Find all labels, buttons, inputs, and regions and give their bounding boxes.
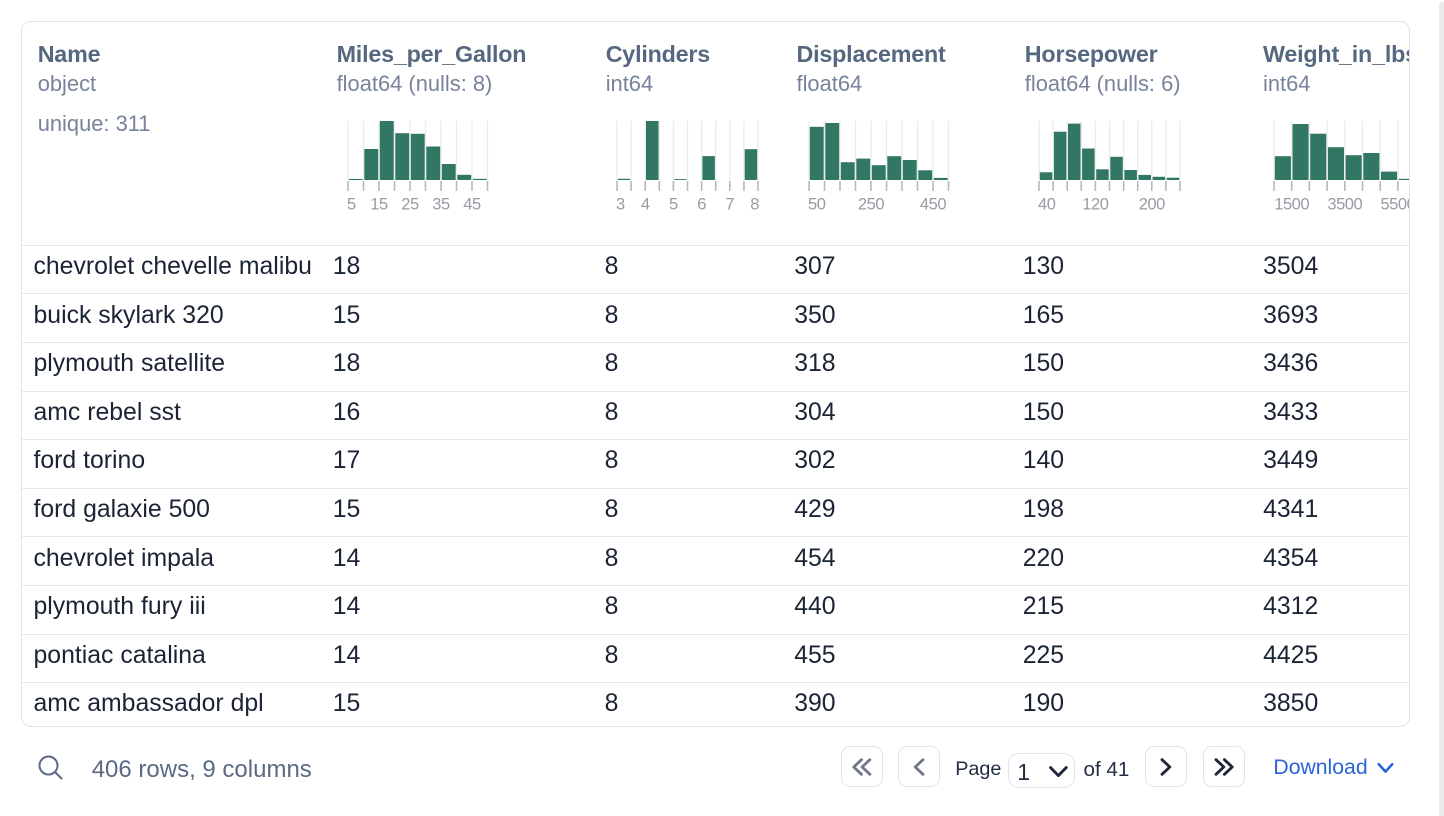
svg-text:120: 120 xyxy=(1082,195,1108,213)
svg-text:5: 5 xyxy=(347,195,356,213)
svg-text:15: 15 xyxy=(371,195,389,213)
svg-text:1500: 1500 xyxy=(1274,195,1309,213)
svg-text:200: 200 xyxy=(1139,195,1165,213)
svg-text:3500: 3500 xyxy=(1327,195,1362,213)
svg-text:35: 35 xyxy=(433,195,451,213)
svg-text:45: 45 xyxy=(464,195,482,213)
svg-text:3: 3 xyxy=(616,195,625,213)
svg-text:5500: 5500 xyxy=(1381,195,1410,213)
svg-text:50: 50 xyxy=(808,195,826,213)
svg-text:8: 8 xyxy=(750,195,759,213)
svg-text:7: 7 xyxy=(725,195,734,213)
svg-text:25: 25 xyxy=(402,195,420,213)
svg-text:4: 4 xyxy=(641,195,650,213)
svg-text:250: 250 xyxy=(858,195,884,213)
svg-text:5: 5 xyxy=(669,195,678,213)
svg-text:6: 6 xyxy=(697,195,706,213)
svg-text:450: 450 xyxy=(920,195,946,213)
svg-text:40: 40 xyxy=(1038,195,1056,213)
